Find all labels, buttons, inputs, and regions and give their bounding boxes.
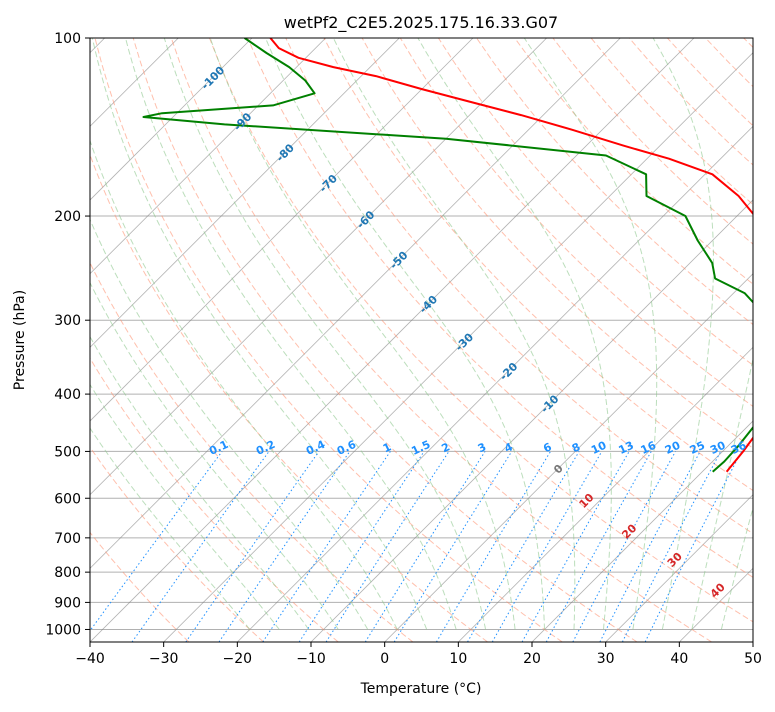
x-axis-label: Temperature (°C) bbox=[360, 681, 482, 697]
y-tick-label: 200 bbox=[54, 209, 81, 225]
y-tick-label: 900 bbox=[54, 595, 81, 611]
y-axis-label: Pressure (hPa) bbox=[12, 290, 28, 390]
y-tick-label: 800 bbox=[54, 565, 81, 581]
x-tick-label: −20 bbox=[223, 651, 253, 667]
y-tick-label: 1000 bbox=[45, 622, 81, 638]
x-tick-label: 30 bbox=[597, 651, 615, 667]
x-tick-label: 0 bbox=[380, 651, 389, 667]
chart-title: wetPf2_C2E5.2025.175.16.33.G07 bbox=[284, 13, 558, 33]
x-tick-label: −10 bbox=[296, 651, 326, 667]
x-tick-label: −40 bbox=[75, 651, 105, 667]
y-tick-label: 300 bbox=[54, 313, 81, 329]
y-tick-label: 400 bbox=[54, 387, 81, 403]
y-tick-label: 500 bbox=[54, 444, 81, 460]
x-tick-label: 20 bbox=[523, 651, 541, 667]
x-tick-label: 10 bbox=[449, 651, 467, 667]
x-tick-label: 40 bbox=[670, 651, 688, 667]
x-tick-label: 50 bbox=[744, 651, 762, 667]
y-tick-label: 600 bbox=[54, 491, 81, 507]
y-tick-label: 100 bbox=[54, 31, 81, 47]
x-tick-label: −30 bbox=[149, 651, 179, 667]
y-tick-label: 700 bbox=[54, 531, 81, 547]
